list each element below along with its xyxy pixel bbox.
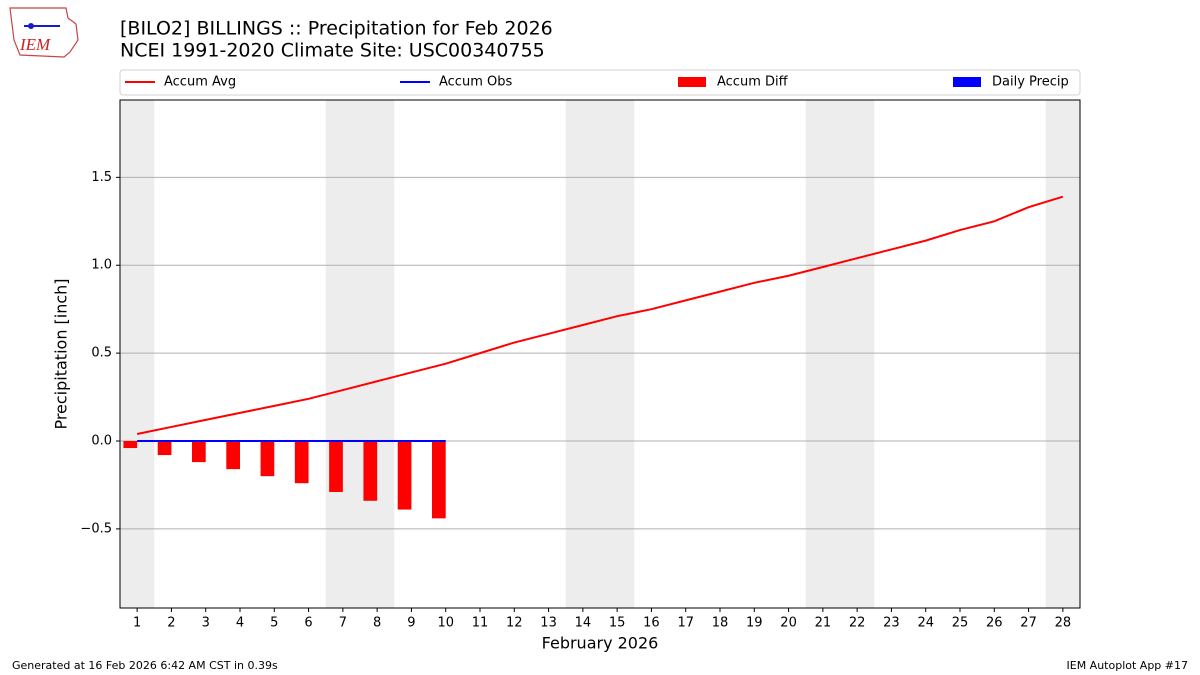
chart-title: [BILO2] BILLINGS :: Precipitation for Fe… <box>120 18 553 40</box>
x-tick-label: 8 <box>373 616 381 631</box>
bar <box>226 441 240 470</box>
x-tick-label: 18 <box>712 616 729 631</box>
bar <box>294 441 309 484</box>
x-tick-label: 7 <box>339 616 347 631</box>
legend-label: Accum Obs <box>439 75 512 90</box>
legend-swatch <box>678 77 706 87</box>
x-tick-label: 17 <box>677 616 694 631</box>
chart-subtitle: NCEI 1991-2020 Climate Site: USC00340755 <box>120 40 545 62</box>
bar <box>123 441 138 449</box>
x-tick-label: 21 <box>815 616 832 631</box>
x-tick-label: 14 <box>575 616 592 631</box>
y-tick-label: −0.5 <box>80 521 112 536</box>
x-tick-label: 19 <box>746 616 763 631</box>
x-tick-label: 13 <box>540 616 557 631</box>
x-tick-label: 26 <box>986 616 1003 631</box>
y-tick-label: 1.0 <box>91 258 112 273</box>
bar <box>157 441 172 456</box>
y-tick-label: 0.0 <box>91 434 112 449</box>
x-tick-label: 22 <box>849 616 866 631</box>
legend-label: Accum Avg <box>164 75 236 90</box>
legend-label: Daily Precip <box>992 75 1069 90</box>
logo-text: IEM <box>19 35 51 54</box>
legend-swatch <box>953 77 981 87</box>
x-tick-label: 9 <box>407 616 415 631</box>
weekend-shading <box>120 100 1080 608</box>
x-tick-label: 2 <box>167 616 175 631</box>
x-tick-label: 10 <box>437 616 454 631</box>
x-axis-label: February 2026 <box>542 634 659 653</box>
bar <box>192 441 206 463</box>
x-tick-label: 1 <box>133 616 141 631</box>
x-tick-label: 20 <box>780 616 797 631</box>
x-tick-label: 11 <box>472 616 489 631</box>
series-line <box>136 195 1064 435</box>
y-tick-label: 1.5 <box>91 170 112 185</box>
x-tick-label: 15 <box>609 616 626 631</box>
x-tick-label: 27 <box>1020 616 1037 631</box>
x-tick-label: 5 <box>270 616 278 631</box>
bar <box>329 441 343 492</box>
x-tick-label: 23 <box>883 616 900 631</box>
bar <box>260 441 275 477</box>
x-tick-label: 28 <box>1055 616 1072 631</box>
x-tick-label: 25 <box>952 616 969 631</box>
bar <box>397 441 412 510</box>
x-tick-label: 6 <box>304 616 312 631</box>
logo: IEM <box>9 7 79 58</box>
footer-left: Generated at 16 Feb 2026 6:42 AM CST in … <box>12 659 278 672</box>
x-tick-label: 3 <box>202 616 210 631</box>
legend-box <box>119 69 1081 96</box>
x-tick-label: 24 <box>917 616 934 631</box>
bar <box>432 441 446 519</box>
y-axis-label: Precipitation [inch] <box>52 278 71 429</box>
x-tick-label: 12 <box>506 616 523 631</box>
y-tick-label: 0.5 <box>91 346 112 361</box>
footer-right: IEM Autoplot App #17 <box>1067 659 1189 672</box>
plot-frame <box>119 99 1081 609</box>
x-tick-label: 4 <box>236 616 244 631</box>
legend-label: Accum Diff <box>717 75 789 90</box>
bar <box>363 441 378 501</box>
x-tick-label: 16 <box>643 616 660 631</box>
